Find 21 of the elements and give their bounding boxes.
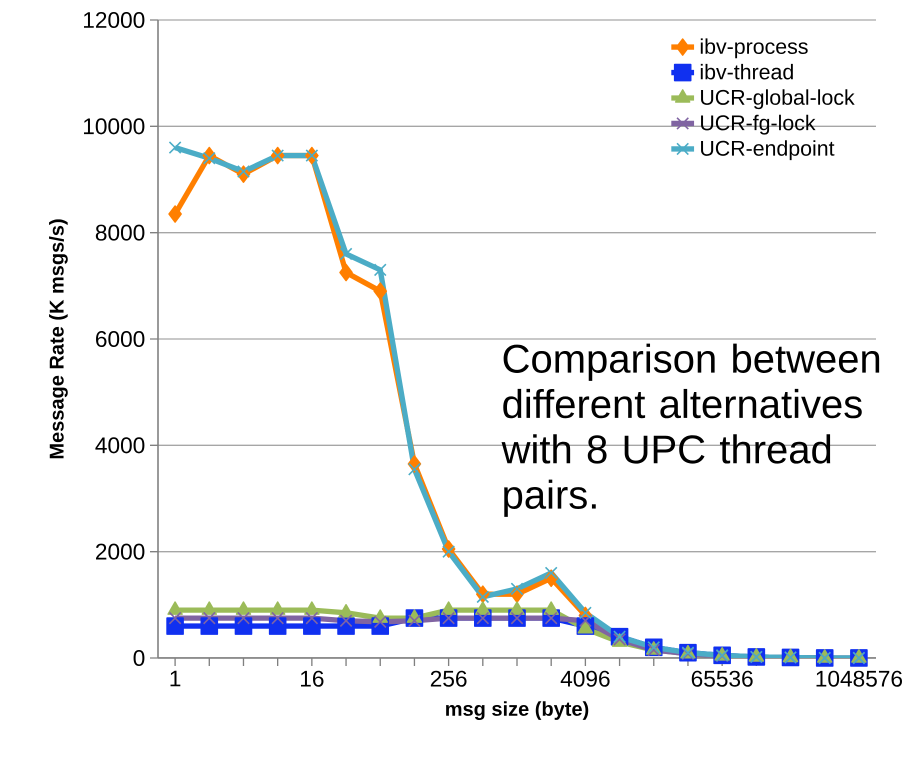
legend-label: ibv-process	[700, 38, 808, 58]
x-tick-label: 1	[170, 670, 180, 686]
annotation: Comparison between different alternatives with 8 UPC thread pairs.	[502, 344, 880, 517]
legend-label: UCR-endpoint	[701, 140, 834, 160]
y-tick-label: 12000	[84, 12, 144, 28]
y-tick-label: 6000	[96, 330, 144, 348]
x-tick-label: 1048576	[816, 670, 902, 687]
x-tick-label: 16	[300, 670, 324, 687]
legend-label: ibv-thread	[700, 64, 793, 80]
x-axis-title: msg size (byte)	[446, 701, 588, 720]
y-tick-label: 0	[134, 650, 144, 666]
legend-label: UCR-fg-lock	[701, 114, 816, 135]
y-tick-label: 2000	[96, 544, 144, 560]
y-tick-label: 4000	[95, 437, 144, 454]
x-tick-label: 4096	[560, 670, 610, 687]
legend-label: UCR-global-lock	[701, 89, 855, 110]
x-tick-label: 256	[430, 670, 467, 687]
y-axis-title: Message Rate (K msgs/s)	[49, 219, 68, 458]
y-tick-label: 10000	[84, 118, 144, 134]
x-tick-label: 65536	[692, 670, 753, 687]
y-tick-label: 8000	[96, 224, 144, 241]
